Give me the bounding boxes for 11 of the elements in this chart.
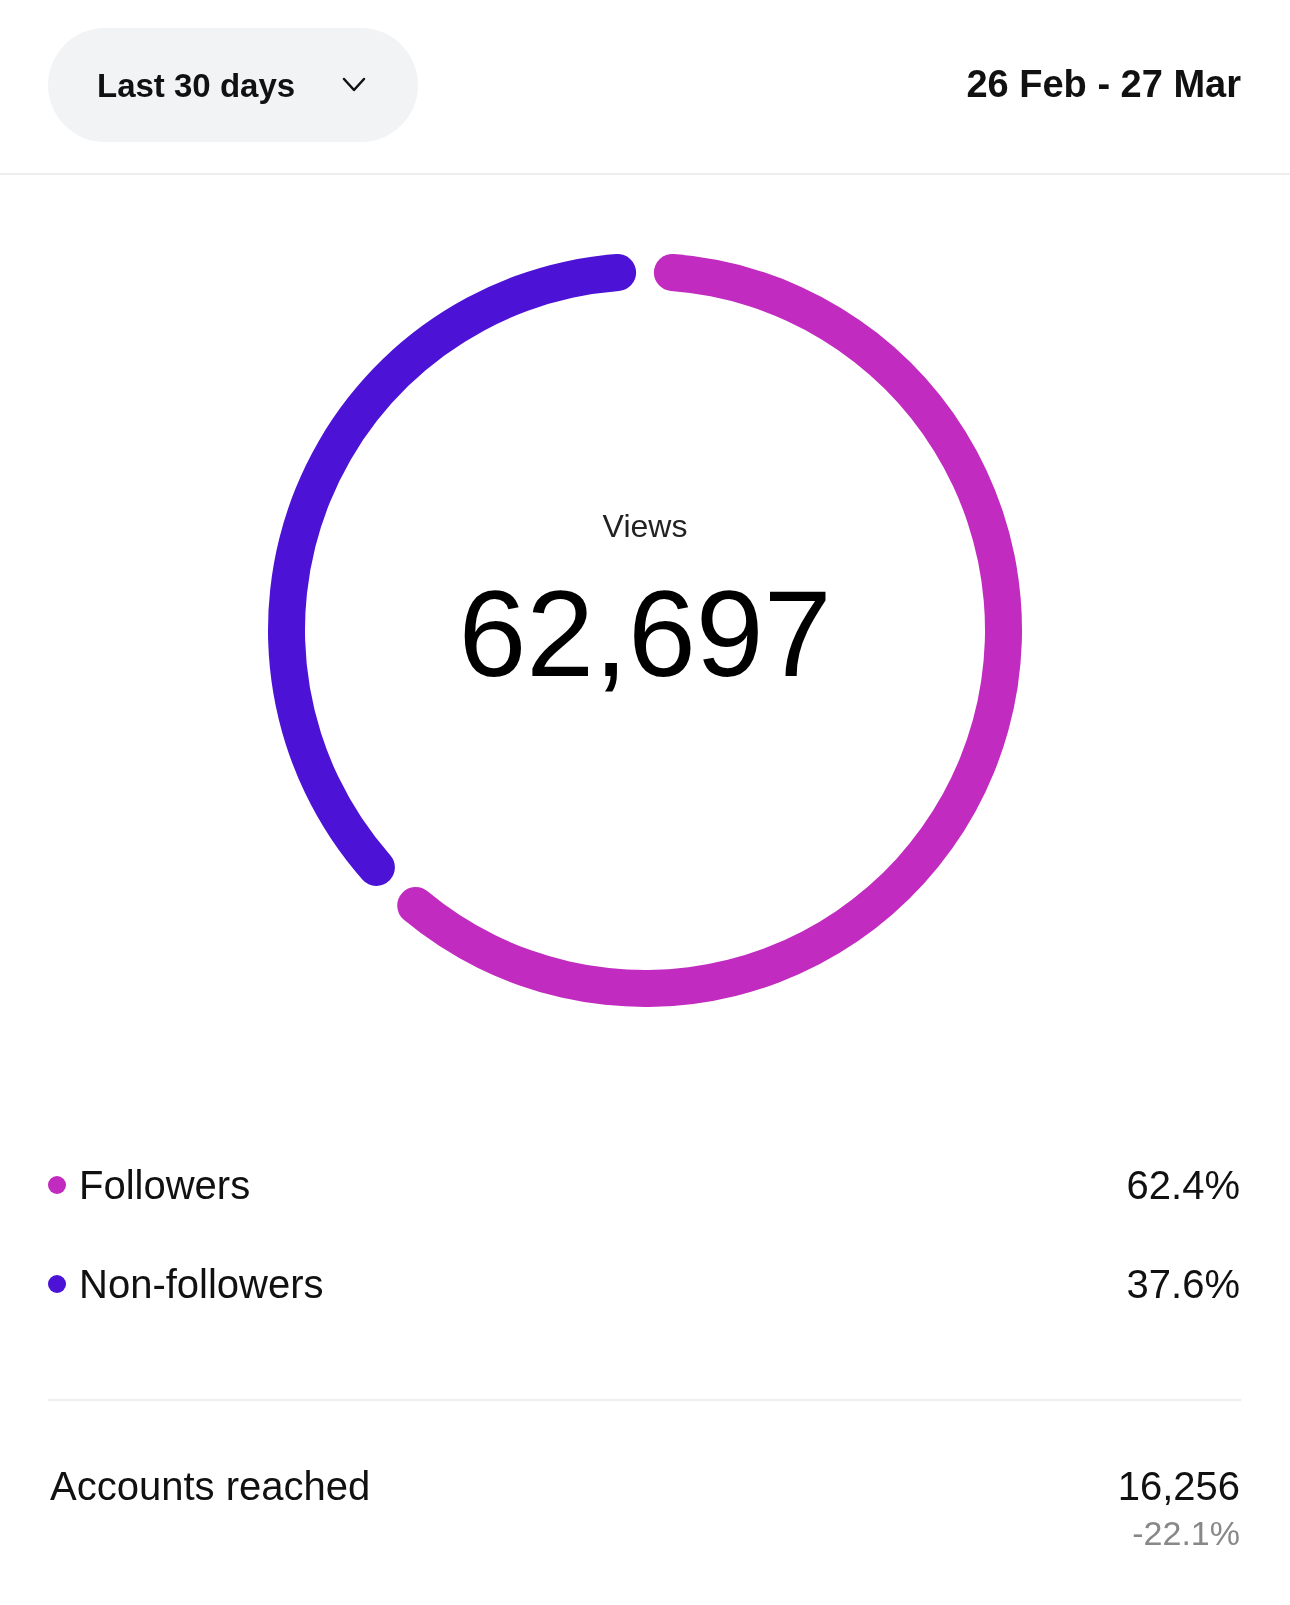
legend-label: Followers bbox=[79, 1163, 251, 1207]
text: Accounts reached bbox=[50, 1464, 371, 1508]
text: 26 Feb - 27 Mar bbox=[966, 63, 1242, 105]
legend-label: Non-followers bbox=[79, 1262, 324, 1306]
text: 62,697 bbox=[458, 566, 832, 702]
text: 16,256 bbox=[1117, 1464, 1240, 1508]
data-label: 37.6% bbox=[1126, 1262, 1240, 1306]
text: -22.1% bbox=[1132, 1514, 1240, 1552]
text: Last 30 days bbox=[97, 67, 296, 104]
text: Views bbox=[602, 508, 688, 544]
data-label: 62.4% bbox=[1126, 1163, 1240, 1207]
